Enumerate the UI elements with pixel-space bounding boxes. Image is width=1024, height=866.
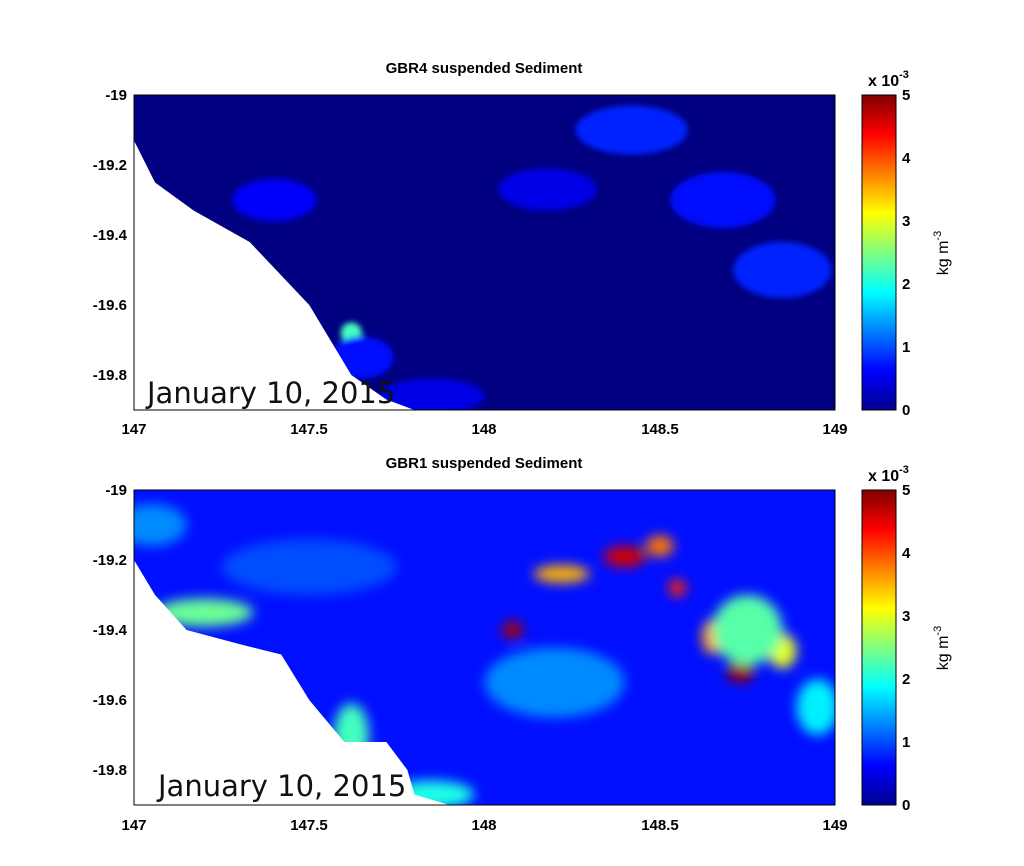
sediment-patch: [668, 579, 687, 597]
colorbar-tick: 2: [902, 671, 910, 688]
colorbar-tick: 5: [902, 482, 910, 499]
y-tick-label: -19.4: [93, 622, 128, 639]
colorbar-tick: 1: [902, 734, 910, 751]
y-tick-label: -19.4: [93, 227, 128, 244]
panel-gbr1: GBR1 suspended Sediment January 10, 2015…: [93, 455, 952, 834]
sediment-patch: [498, 168, 597, 211]
sediment-patch: [726, 661, 755, 683]
x-tick-label: 149: [822, 421, 847, 438]
sediment-patch: [533, 565, 590, 583]
y-tick-label: -19.8: [93, 762, 127, 779]
sediment-patch: [221, 539, 397, 595]
unit-base: kg m: [935, 636, 952, 671]
colorbar-label: kg m-3: [932, 626, 952, 670]
x-tick-label: 147: [121, 421, 146, 438]
y-axis: -19 -19.2 -19.4 -19.6 -19.8: [93, 87, 128, 384]
sediment-patch: [645, 535, 674, 557]
x-tick-label: 148: [471, 421, 496, 438]
plot-frame: [133, 94, 836, 411]
unit-exponent: -3: [932, 231, 944, 241]
date-annotation: January 10, 2015: [145, 376, 395, 410]
colorbar-tick: 3: [902, 213, 910, 230]
unit-exponent: -3: [932, 626, 944, 636]
sediment-patch: [134, 504, 187, 546]
x-tick-label: 149: [822, 817, 847, 834]
colorbar-label: kg m-3: [932, 231, 952, 275]
panel-gbr4: GBR4 suspended Sediment January 10, 2015…: [93, 60, 952, 438]
colorbar-tick: 4: [902, 545, 911, 562]
sediment-patch: [502, 621, 524, 639]
colorbar-tick: 2: [902, 276, 910, 293]
scale-exponent: -3: [899, 464, 909, 476]
y-axis: -19 -19.2 -19.4 -19.6 -19.8: [93, 482, 128, 779]
sediment-patch: [670, 172, 776, 228]
sediment-patch: [796, 679, 835, 735]
x-tick-label: 148: [471, 817, 496, 834]
chart-title: GBR4 suspended Sediment: [386, 60, 583, 77]
y-tick-label: -19.6: [93, 297, 127, 314]
y-tick-label: -19: [105, 87, 127, 104]
sediment-patch: [733, 242, 832, 298]
x-axis: 147 147.5 148 148.5 149: [121, 817, 847, 834]
sediment-features: [232, 105, 832, 410]
chart-title: GBR1 suspended Sediment: [386, 455, 583, 472]
heatmap-area: [134, 95, 835, 410]
colorbar: 0 1 2 3 4 5 x 10-3 kg m-3: [861, 69, 952, 419]
colorbar-scale-factor: x 10-3: [868, 464, 909, 485]
y-tick-label: -19.2: [93, 157, 127, 174]
y-tick-label: -19.2: [93, 552, 127, 569]
colorbar-tick: 0: [902, 402, 910, 419]
colorbar-scale-factor: x 10-3: [868, 69, 909, 90]
sediment-patch: [484, 647, 625, 718]
colorbar-scale: [861, 94, 897, 411]
colorbar-tick: 0: [902, 797, 910, 814]
colorbar-tick: 5: [902, 87, 910, 104]
colorbar-scale: [861, 489, 897, 806]
x-tick-label: 148.5: [641, 817, 679, 834]
heatmap-area: [134, 490, 835, 805]
x-tick-label: 148.5: [641, 421, 679, 438]
scale-exponent: -3: [899, 69, 909, 81]
sediment-patch: [379, 378, 485, 410]
colorbar-tick: 4: [902, 150, 911, 167]
x-axis: 147 147.5 148 148.5 149: [121, 421, 847, 438]
x-tick-label: 147: [121, 817, 146, 834]
sediment-patch: [232, 179, 317, 221]
land-mask: [134, 560, 450, 805]
scale-base: x 10: [868, 468, 899, 485]
colorbar-tick: 3: [902, 608, 910, 625]
scale-base: x 10: [868, 73, 899, 90]
y-tick-label: -19.6: [93, 692, 127, 709]
sediment-patch: [575, 105, 688, 155]
date-annotation: January 10, 2015: [156, 769, 406, 803]
plot-frame: [133, 489, 836, 806]
colorbar-tick: 1: [902, 339, 910, 356]
sediment-patch: [712, 595, 783, 665]
x-tick-label: 147.5: [290, 421, 328, 438]
sediment-patch: [155, 598, 254, 627]
unit-base: kg m: [935, 241, 952, 276]
land-mask: [134, 140, 415, 410]
sediment-patch: [603, 546, 646, 567]
x-tick-label: 147.5: [290, 817, 328, 834]
y-tick-label: -19.8: [93, 367, 127, 384]
colorbar: 0 1 2 3 4 5 x 10-3 kg m-3: [861, 464, 952, 814]
y-tick-label: -19: [105, 482, 127, 499]
